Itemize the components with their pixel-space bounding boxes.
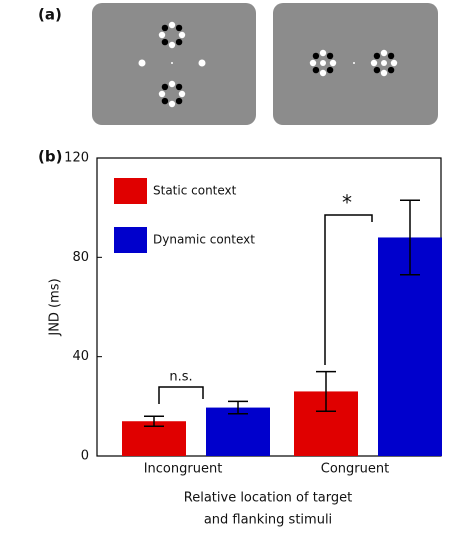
disc — [309, 59, 317, 67]
disc — [319, 69, 327, 77]
disc — [161, 38, 169, 46]
legend-swatch — [114, 178, 147, 204]
disc — [168, 80, 176, 88]
stimulus-panel — [92, 3, 256, 125]
disc — [312, 66, 320, 74]
disc — [380, 69, 388, 77]
error-bar — [144, 415, 164, 427]
y-tick-label: 120 — [64, 151, 89, 166]
annotation: n.s. — [169, 370, 192, 385]
error-bar — [400, 199, 420, 276]
annotation: * — [342, 191, 352, 215]
disc — [373, 52, 381, 60]
disc — [387, 52, 395, 60]
error-bar-line — [144, 415, 164, 427]
disc — [168, 41, 176, 49]
disc — [390, 59, 398, 67]
disc — [373, 66, 381, 74]
disc — [161, 97, 169, 105]
error-bar-line — [316, 370, 336, 413]
bar — [122, 421, 186, 456]
disc — [168, 21, 176, 29]
y-tick-label: 80 — [72, 250, 89, 265]
bar — [206, 407, 270, 456]
error-bar — [316, 370, 336, 413]
disc — [158, 90, 166, 98]
x-axis-label: Relative location of target — [184, 491, 352, 506]
legend-swatch — [114, 227, 147, 253]
panel-label: (a) — [38, 6, 62, 24]
disc — [198, 59, 206, 67]
disc — [178, 90, 186, 98]
disc — [175, 83, 183, 91]
disc — [370, 59, 378, 67]
disc — [138, 59, 146, 67]
disc — [329, 59, 337, 67]
y-tick-label: 40 — [72, 349, 89, 364]
y-axis-label: JND (ms) — [48, 278, 63, 336]
bracket — [158, 386, 204, 404]
fixation — [171, 62, 173, 64]
error-bar-line — [228, 400, 248, 415]
disc — [326, 66, 334, 74]
panel-label: (b) — [38, 148, 62, 166]
error-bar — [228, 400, 248, 415]
fixation — [353, 62, 355, 64]
disc — [161, 24, 169, 32]
disc — [175, 97, 183, 105]
disc — [312, 52, 320, 60]
stimulus-panel — [273, 3, 438, 125]
stimuli — [138, 21, 398, 108]
disc — [381, 60, 387, 66]
disc — [319, 49, 327, 57]
disc — [168, 100, 176, 108]
disc — [387, 66, 395, 74]
disc — [175, 24, 183, 32]
bracket — [324, 214, 373, 365]
legend-label: Dynamic context — [153, 233, 255, 247]
error-bar-line — [400, 199, 420, 276]
disc — [320, 60, 326, 66]
x-tick-label: Incongruent — [144, 462, 223, 477]
x-axis-label: and flanking stimuli — [204, 513, 332, 528]
disc — [326, 52, 334, 60]
disc — [178, 31, 186, 39]
y-tick-label: 0 — [81, 449, 89, 464]
disc — [380, 49, 388, 57]
disc — [161, 83, 169, 91]
x-tick-label: Congruent — [321, 462, 389, 477]
legend-label: Static context — [153, 184, 237, 198]
disc — [158, 31, 166, 39]
disc — [175, 38, 183, 46]
